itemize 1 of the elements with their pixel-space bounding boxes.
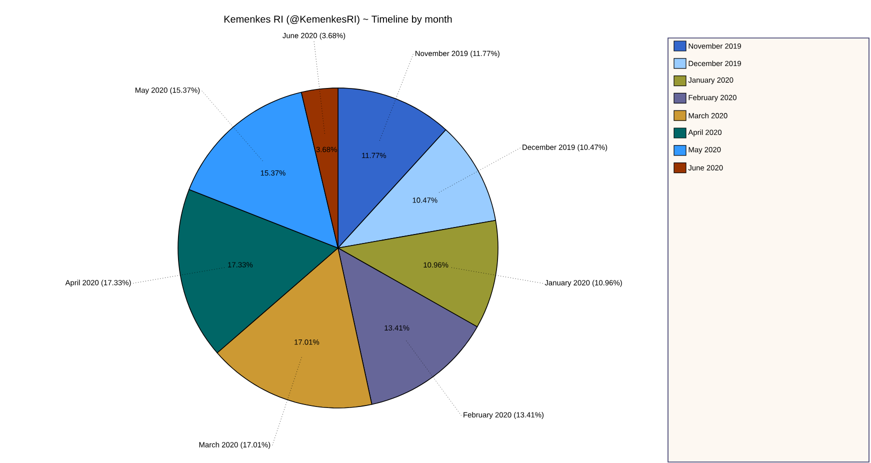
chart-title: Kemenkes RI (@KemenkesRI) ~ Timeline by month [224,15,452,25]
